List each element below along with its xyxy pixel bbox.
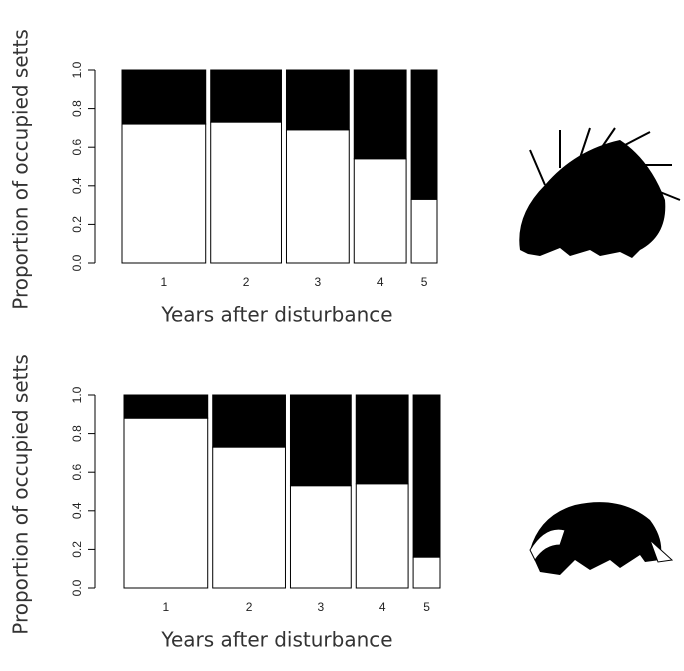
x-tick-label: 1 xyxy=(161,275,168,289)
y-tick-label: 0.6 xyxy=(70,139,84,156)
y-tick-label: 1.0 xyxy=(70,386,84,403)
bar-segment xyxy=(212,446,286,589)
bar-segment xyxy=(353,158,407,264)
x-tick-label: 4 xyxy=(379,600,386,614)
y-axis-label: Proportion of occupied setts xyxy=(9,354,33,635)
x-tick-label: 1 xyxy=(163,600,170,614)
y-tick-label: 0.0 xyxy=(70,579,84,596)
bar-segment xyxy=(412,394,441,558)
bar-segment xyxy=(355,394,409,485)
x-axis-label: Years after disturbance xyxy=(160,303,392,327)
bar-segment xyxy=(210,121,282,264)
bar-segment xyxy=(123,417,209,589)
bar-segment xyxy=(355,483,409,589)
y-tick-label: 0.2 xyxy=(70,541,84,558)
bar-segment xyxy=(412,556,441,589)
x-tick-label: 3 xyxy=(315,275,322,289)
x-tick-label: 2 xyxy=(243,275,250,289)
y-tick-label: 0.8 xyxy=(70,100,84,117)
bar-segment xyxy=(121,69,207,125)
x-tick-label: 5 xyxy=(423,600,430,614)
x-tick-label: 5 xyxy=(421,275,428,289)
y-tick-label: 0.6 xyxy=(70,464,84,481)
porcupine-illustration xyxy=(519,127,681,258)
y-tick-label: 0.8 xyxy=(70,425,84,442)
bar-segment xyxy=(210,69,282,123)
bar-segment xyxy=(123,394,209,419)
badger-illustration xyxy=(529,502,674,575)
bar-segment xyxy=(289,485,352,589)
bar-segment xyxy=(289,394,352,487)
x-axis-label: Years after disturbance xyxy=(160,628,392,652)
y-tick-label: 1.0 xyxy=(70,61,84,78)
bar-segment xyxy=(212,394,286,448)
x-tick-label: 3 xyxy=(318,600,325,614)
y-axis-label: Proportion of occupied setts xyxy=(9,29,33,310)
bar-segment xyxy=(121,123,207,264)
bar-segment xyxy=(410,69,438,200)
bar-segment xyxy=(410,198,438,264)
bar-segment xyxy=(353,69,407,160)
y-tick-label: 0.4 xyxy=(70,177,84,194)
bar-segment xyxy=(285,69,350,131)
y-tick-label: 0.2 xyxy=(70,216,84,233)
y-tick-label: 0.4 xyxy=(70,502,84,519)
x-tick-label: 4 xyxy=(377,275,384,289)
x-tick-label: 2 xyxy=(246,600,253,614)
bar-segment xyxy=(285,129,350,264)
y-tick-label: 0.0 xyxy=(70,254,84,271)
